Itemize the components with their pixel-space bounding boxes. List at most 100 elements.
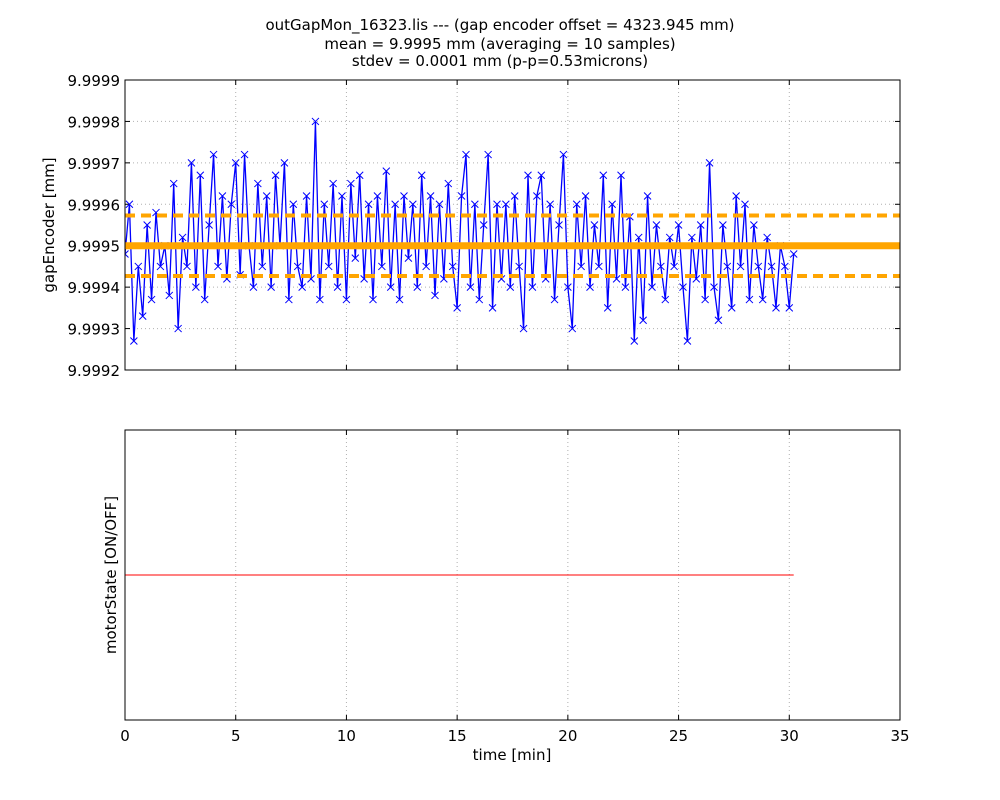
data-point-marker (665, 233, 674, 242)
data-point-marker (502, 200, 510, 209)
data-point-marker (789, 250, 798, 258)
x-tick-label: 25 (669, 727, 688, 745)
data-point-marker (364, 200, 373, 209)
data-point-marker (599, 171, 608, 180)
data-point-marker (586, 283, 594, 291)
data-point-marker (546, 200, 554, 209)
data-point-marker (196, 171, 205, 180)
data-point-marker (125, 200, 134, 209)
data-point-marker (727, 304, 736, 312)
data-point-marker (209, 150, 218, 159)
data-point-marker (431, 291, 439, 300)
x-tick-label: 20 (558, 727, 577, 745)
data-point-marker (732, 192, 740, 200)
data-point-marker (714, 316, 723, 325)
data-point-marker (302, 192, 311, 200)
data-point-marker (134, 262, 143, 271)
data-point-marker (696, 221, 705, 229)
y-tick-label: 9.9994 (68, 279, 121, 297)
data-point-marker (608, 200, 616, 209)
data-point-marker (736, 262, 745, 271)
data-point-marker (187, 159, 196, 167)
data-point-marker (386, 283, 395, 291)
data-point-marker (572, 200, 581, 209)
data-point-marker (342, 295, 351, 304)
data-point-marker (227, 200, 236, 209)
data-point-marker (316, 295, 324, 304)
data-point-marker (214, 262, 222, 271)
data-point-marker (723, 262, 732, 271)
data-point-marker (400, 192, 408, 200)
data-point-marker (652, 221, 661, 229)
data-point-marker (595, 262, 603, 271)
y-tick-label: 9.9995 (68, 238, 121, 256)
data-point-marker (200, 295, 209, 304)
data-point-marker (471, 200, 479, 209)
data-point-marker (240, 150, 249, 159)
data-point-marker (705, 159, 714, 167)
data-point-marker (741, 200, 749, 209)
data-point-marker (254, 179, 262, 188)
data-point-marker (550, 295, 559, 304)
data-point-marker (701, 295, 709, 304)
data-point-marker (183, 262, 191, 271)
data-point-marker (488, 304, 497, 312)
x-tick-label: 15 (448, 727, 467, 745)
data-point-marker (205, 221, 213, 229)
data-point-marker (603, 304, 612, 312)
data-point-marker (169, 179, 178, 188)
motor-state-plot: 0 5 10 15 20 25 30 35 (120, 429, 910, 745)
gap-encoder-plot: 9.9992 9.9993 9.9994 9.9995 9.9996 9.9997 9.99… (68, 72, 901, 380)
data-point-marker (382, 167, 391, 175)
data-point-marker (147, 295, 156, 304)
data-point-marker (674, 221, 683, 229)
y-tick-label: 9.9999 (68, 72, 121, 90)
data-point-marker (165, 291, 174, 300)
data-point-marker (373, 192, 382, 200)
data-point-marker (479, 221, 488, 229)
title-line-2: mean = 9.9995 mm (averaging = 10 samples… (324, 35, 675, 53)
data-point-marker (298, 283, 306, 291)
y-tick-label: 9.9992 (68, 362, 121, 380)
data-point-marker (772, 304, 780, 312)
data-point-marker (590, 221, 599, 229)
data-point-marker (670, 262, 678, 271)
data-point-marker (515, 262, 523, 271)
data-point-marker (369, 295, 377, 304)
data-point-marker (475, 295, 484, 304)
data-point-marker (719, 221, 727, 229)
data-point-marker (395, 295, 404, 304)
data-point-marker (506, 283, 515, 291)
data-point-marker (289, 200, 298, 209)
data-point-marker (285, 295, 293, 304)
data-point-marker (130, 337, 138, 345)
data-point-marker (347, 179, 355, 188)
data-point-marker (333, 283, 342, 291)
data-point-marker (378, 262, 386, 271)
data-point-marker (435, 200, 444, 209)
data-point-marker (758, 295, 767, 304)
data-point-marker (657, 262, 665, 271)
data-point-marker (351, 254, 360, 262)
data-point-marker (453, 304, 461, 312)
data-point-marker (568, 324, 577, 333)
data-point-marker (519, 324, 528, 333)
data-point-marker (280, 159, 289, 167)
data-point-marker (634, 233, 643, 242)
data-point-marker (617, 171, 625, 180)
data-point-marker (643, 192, 652, 200)
data-point-marker (258, 262, 267, 271)
title-line-3: stdev = 0.0001 mm (p-p=0.53microns) (352, 52, 648, 70)
data-point-marker (218, 192, 227, 200)
data-point-marker (754, 262, 763, 271)
y-tick-label: 9.9998 (68, 113, 121, 131)
data-point-marker (781, 262, 789, 271)
data-point-marker (324, 262, 333, 271)
data-point-marker (648, 283, 656, 291)
data-point-marker (462, 150, 470, 159)
data-point-marker (484, 150, 492, 159)
y-tick-label: 9.9997 (68, 155, 121, 173)
data-point-marker (426, 192, 435, 200)
bottom-axes-frame (124, 429, 901, 721)
data-point-marker (688, 233, 696, 242)
